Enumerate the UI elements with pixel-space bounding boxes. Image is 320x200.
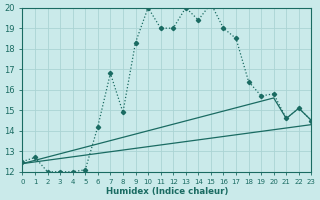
X-axis label: Humidex (Indice chaleur): Humidex (Indice chaleur)	[106, 187, 228, 196]
